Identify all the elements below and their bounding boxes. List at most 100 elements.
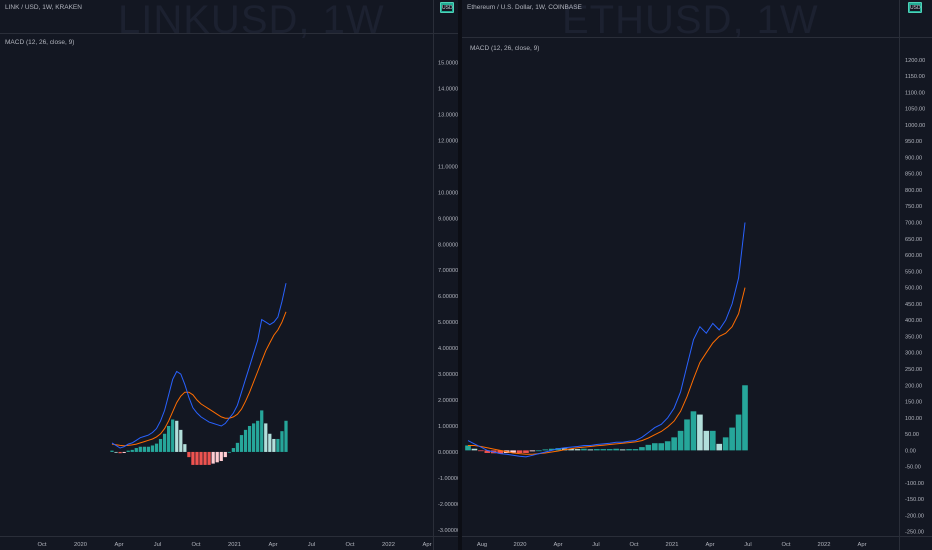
histogram-bar [516,450,523,453]
y-tick-label: 1.00000 [438,424,458,430]
macd-chart-right[interactable]: 1200.00 1150.00 1100.00 1050.00 1000.00 950.0… [462,0,932,550]
histogram-bar [626,449,632,451]
symbol-watermark-right: ETHUSD, 1W [562,0,819,42]
chart-panel-left[interactable]: LINKUSD, 1W LINK / USD, 1W, KRAKEN USD M… [0,0,458,550]
histogram-bar [716,443,723,451]
layout-divider[interactable] [458,0,462,550]
y-tick-label: 150.00 [905,400,922,406]
x-tick-label: Apr [553,542,562,548]
histogram-bar [134,448,138,452]
histogram-bar [130,449,134,452]
x-tick-label: 2022 [382,542,395,548]
histogram-bar [235,442,240,452]
pane-separator-left[interactable] [0,33,458,34]
histogram-bar [722,437,729,451]
histogram-bar [478,450,484,452]
histogram-bar [215,451,219,463]
x-tick-label: Apr [857,542,866,548]
y-tick-label: 1000.00 [905,123,925,129]
y-tick-label: -200.00 [905,513,924,519]
histogram-bar [179,429,183,452]
histogram-bar [690,411,697,451]
x-tick-label: Oct [781,542,790,548]
histogram-bar [138,446,142,452]
x-tick-label: 2021 [228,542,241,548]
y-tick-label: -150.00 [905,497,924,503]
signal-line [111,311,287,447]
histogram-bar [256,420,260,452]
y-tick-label: 950.00 [905,139,922,145]
y-tick-label: 1200.00 [905,58,925,64]
histogram-bar [126,450,130,452]
histogram-bar [252,423,256,452]
histogram-bar [243,429,248,452]
histogram-bar [523,450,529,453]
y-tick-label: -100.00 [905,481,924,487]
y-tick-label: 450.00 [905,302,922,308]
symbol-watermark-left: LINKUSD, 1W [118,0,385,42]
y-tick-label: 750.00 [905,204,922,210]
histogram-bar [606,449,613,451]
macd-label-left[interactable]: MACD (12, 26, close, 9) [5,39,75,46]
x-tick-label: Jul [592,542,599,548]
histogram-bar [671,437,677,451]
y-tick-label: 900.00 [905,155,922,161]
histogram-bar [211,451,215,464]
histogram-bar [158,438,163,452]
y-tick-label: 1100.00 [905,90,925,96]
macd-chart-left[interactable]: 15.00000 14.00000 13.00000 12.00000 11.00000… [0,0,458,550]
time-scale-border-left [0,536,458,537]
y-tick-label: -250.00 [905,530,924,536]
histogram-bar [247,425,252,452]
histogram-bar [581,448,587,451]
histogram-bar [658,443,665,451]
histogram-bar [574,449,581,451]
x-tick-label: Apr [422,542,431,548]
macd-label-right[interactable]: MACD (12, 26, close, 9) [470,45,540,52]
histogram-bar [162,433,167,452]
y-tick-label: 500.00 [905,286,922,292]
y-tick-label: 350.00 [905,334,922,340]
pane-separator-right[interactable] [462,37,932,38]
y-tick-label: 1050.00 [905,107,925,113]
histogram-bar [651,443,658,451]
macd-line [111,283,287,449]
price-scale-border-left [433,0,434,550]
histogram-bar [510,450,516,453]
currency-badge-right[interactable]: USD [908,2,922,13]
y-tick-label: 0.00 [905,448,916,454]
y-tick-label: 400.00 [905,318,922,324]
histogram-bar [142,446,146,452]
histogram-bar [536,450,542,452]
histogram-bar [175,420,179,452]
y-tick-label: 10.00000 [438,190,458,196]
histogram-bar [118,451,122,454]
histogram-bar [167,425,171,452]
histogram-bar [542,449,549,451]
y-tick-label: 13.00000 [438,112,458,118]
symbol-title-right[interactable]: Ethereum / U.S. Dollar, 1W, COINBASE [467,4,582,11]
chart-panel-right[interactable]: ETHUSD, 1W Ethereum / U.S. Dollar, 1W, C… [462,0,932,550]
x-tick-label: Aug [477,542,487,548]
x-tick-label: Jul [154,542,161,548]
histogram-bar [703,430,710,451]
y-tick-label: 9.00000 [438,216,458,222]
histogram-bar [260,410,264,452]
currency-badge-left[interactable]: USD [440,2,454,13]
histogram-bar [264,423,268,452]
y-tick-label: 7.00000 [438,268,458,274]
macd-line [467,222,746,458]
histogram-bar [122,451,126,453]
histogram-bar [645,444,652,451]
x-tick-label: Oct [37,542,46,548]
y-tick-label: 5.00000 [438,320,458,326]
histogram-bar [568,448,574,451]
histogram-bar [465,445,471,451]
time-scale-border-right [462,536,932,537]
symbol-title-left[interactable]: LINK / USD, 1W, KRAKEN [5,4,82,11]
y-tick-label: 0.00000 [438,450,458,456]
histogram-bar [697,414,703,451]
x-tick-label: Oct [629,542,638,548]
histogram-bar [187,451,191,458]
y-tick-label: 50.00 [905,432,919,438]
